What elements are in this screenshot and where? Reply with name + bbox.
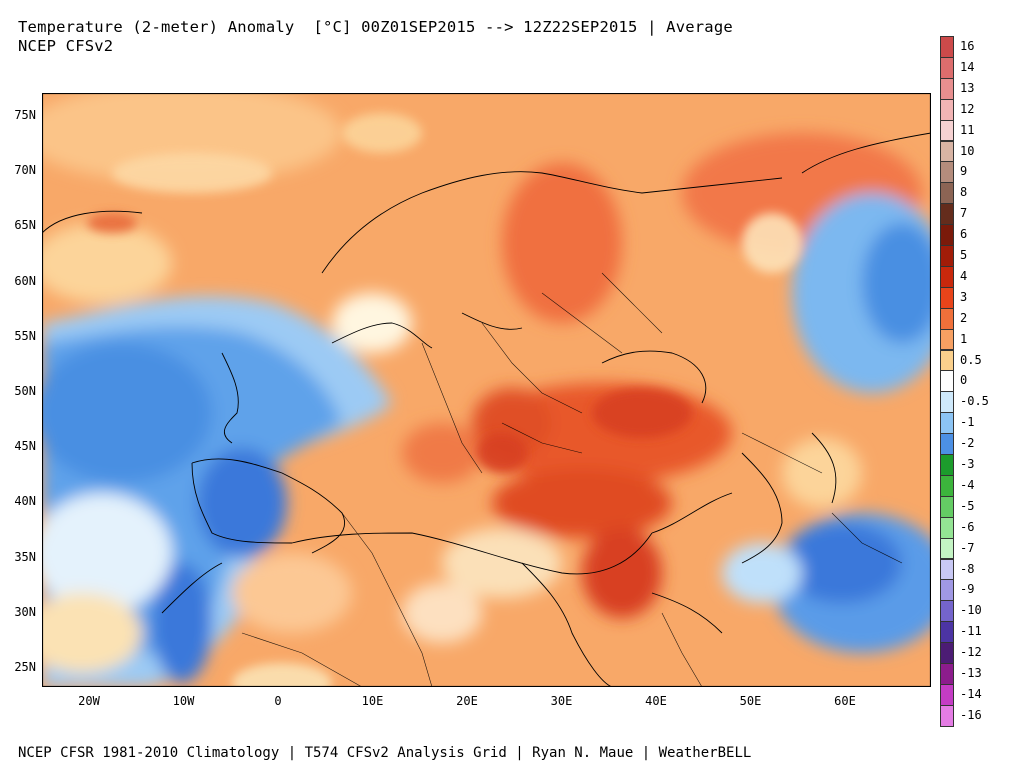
colorbar-label: -2	[960, 436, 975, 451]
colorbar-swatch	[940, 537, 954, 560]
colorbar-label: 0	[960, 373, 968, 388]
colorbar-label: 11	[960, 122, 975, 137]
colorbar-swatch	[940, 454, 954, 476]
colorbar-label: -8	[960, 561, 975, 576]
colorbar-swatch	[940, 579, 954, 602]
longitude-label: 40E	[645, 694, 667, 708]
colorbar-label: 1	[960, 331, 968, 346]
footer-credits: NCEP CFSR 1981-2010 Climatology | T574 C…	[18, 745, 752, 761]
colorbar-label: -13	[960, 666, 982, 680]
latitude-label: 50N	[14, 384, 36, 398]
longitude-label: 30E	[550, 694, 573, 708]
colorbar-swatch	[940, 307, 954, 330]
colorbar-swatch	[940, 77, 954, 100]
colorbar-swatch	[940, 558, 954, 581]
country-borders	[241, 272, 903, 687]
map-title: Temperature (2-meter) Anomaly [°C] 00Z01…	[18, 18, 733, 36]
colorbar-swatch	[940, 704, 954, 727]
colorbar-label: -0.5	[960, 394, 989, 409]
colorbar-label: -4	[960, 477, 975, 492]
colorbar-label: 4	[960, 268, 968, 283]
latitude-label: 40N	[14, 494, 36, 509]
colorbar-swatch	[940, 412, 954, 435]
colorbar-label: 13	[960, 80, 975, 95]
colorbar-label: 14	[960, 59, 975, 74]
colorbar-swatch	[940, 433, 954, 455]
colorbar-label: 10	[960, 143, 975, 158]
latitude-label: 70N	[14, 163, 36, 178]
anomaly-field	[42, 93, 931, 687]
latitude-label: 25N	[14, 660, 36, 674]
colorbar-swatch	[940, 370, 954, 393]
colorbar-label: -16	[960, 707, 982, 722]
colorbar-label: 5	[960, 248, 968, 262]
latitude-label: 60N	[14, 273, 36, 288]
latitude-label: 45N	[14, 439, 36, 454]
colorbar-swatch	[940, 224, 954, 246]
latitude-label: 55N	[14, 328, 36, 343]
longitude-label: 20E	[456, 694, 478, 708]
longitude-label: 20W	[78, 694, 100, 708]
colorbar-swatch	[940, 600, 954, 623]
colorbar-swatch	[940, 516, 954, 539]
colorbar-swatch	[940, 286, 954, 309]
colorbar-swatch	[940, 161, 954, 184]
colorbar-swatch	[940, 265, 954, 288]
colorbar-swatch	[940, 683, 954, 706]
longitude-label: 10E	[361, 694, 384, 708]
longitude-label: 10W	[172, 694, 195, 708]
colorbar-label: 7	[960, 206, 968, 221]
colorbar-label: -11	[960, 624, 982, 639]
colorbar-swatch	[940, 140, 954, 163]
colorbar-label: 2	[960, 310, 968, 325]
colorbar-label: -7	[960, 540, 975, 555]
colorbar-label: 16	[960, 39, 975, 53]
colorbar-label: 12	[960, 101, 975, 116]
colorbar-swatch	[940, 621, 954, 644]
colorbar-label: -6	[960, 519, 975, 534]
longitude-label: 0	[274, 694, 282, 708]
colorbar-swatch	[940, 474, 954, 497]
colorbar-label: -10	[960, 603, 982, 618]
colorbar-swatch	[940, 495, 954, 518]
anomaly-map	[42, 93, 931, 687]
colorbar-swatch	[940, 203, 954, 226]
latitude-label: 65N	[14, 218, 36, 233]
colorbar-label: 0.5	[960, 352, 982, 367]
colorbar-swatch	[940, 349, 954, 372]
colorbar-label: 3	[960, 289, 968, 304]
model-name: NCEP CFSv2	[18, 37, 114, 55]
colorbar-swatch	[940, 36, 954, 58]
colorbar-swatch	[940, 642, 954, 664]
colorbar-label: -3	[960, 457, 975, 471]
latitude-label: 35N	[14, 549, 36, 564]
map-frame	[42, 93, 931, 687]
colorbar-label: -9	[960, 582, 975, 597]
coastlines	[42, 132, 931, 687]
longitude-label: 60E	[834, 694, 856, 708]
longitude-label: 50E	[739, 694, 762, 708]
colorbar-label: -5	[960, 498, 975, 513]
colorbar-swatch	[940, 663, 954, 685]
colorbar-swatch	[940, 391, 954, 414]
colorbar-swatch	[940, 245, 954, 267]
colorbar-swatch	[940, 98, 954, 121]
colorbar-label: 6	[960, 227, 968, 242]
colorbar-label: 9	[960, 164, 968, 179]
latitude-label: 30N	[14, 604, 36, 619]
colorbar-swatch	[940, 119, 954, 142]
colorbar-label: -1	[960, 415, 975, 430]
colorbar-label: -12	[960, 645, 982, 660]
latitude-label: 75N	[14, 108, 36, 122]
colorbar-swatch	[940, 56, 954, 79]
colorbar-label: 8	[960, 185, 968, 200]
colorbar-swatch	[940, 328, 954, 351]
colorbar-label: -14	[960, 686, 982, 701]
colorbar-swatch	[940, 182, 954, 205]
